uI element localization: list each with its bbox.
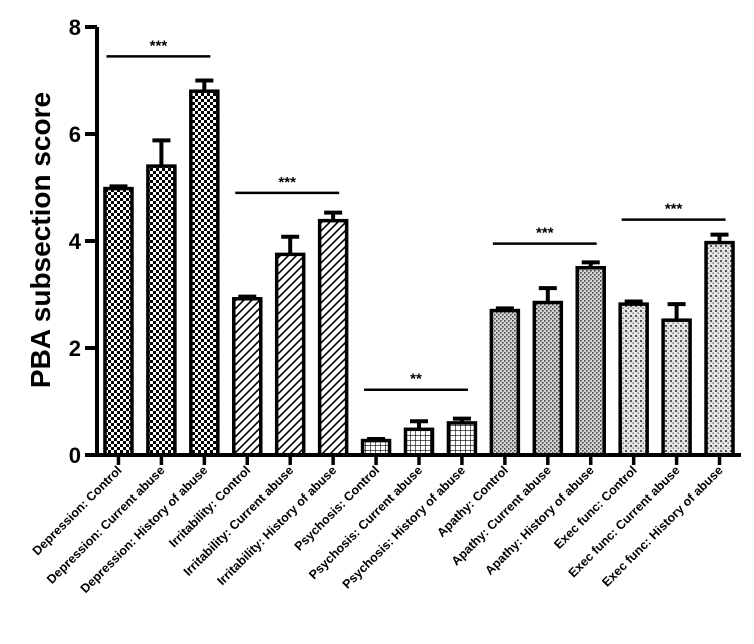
bar bbox=[532, 300, 564, 457]
significance-label: *** bbox=[536, 225, 554, 242]
y-axis-title: PBA subsection score bbox=[25, 92, 56, 388]
bar bbox=[403, 427, 435, 457]
bar bbox=[661, 318, 692, 457]
y-tick-label: 2 bbox=[69, 336, 81, 361]
significance-label: *** bbox=[150, 37, 168, 54]
y-axis: 0 2 4 6 8 bbox=[69, 15, 99, 468]
bar bbox=[704, 240, 735, 457]
bar bbox=[575, 266, 606, 457]
significance-label: *** bbox=[278, 174, 296, 191]
significance-markers: ************** bbox=[106, 37, 726, 391]
x-tick-label: Exec func: Control bbox=[551, 463, 639, 551]
significance-label: *** bbox=[665, 201, 683, 218]
bar bbox=[103, 186, 134, 457]
bars bbox=[103, 89, 735, 457]
bar bbox=[189, 89, 220, 457]
significance-label: ** bbox=[410, 371, 422, 388]
bar bbox=[446, 421, 478, 457]
bar bbox=[317, 218, 349, 457]
y-tick-label: 4 bbox=[69, 229, 82, 254]
y-tick-label: 8 bbox=[69, 15, 81, 40]
bar bbox=[232, 297, 263, 457]
error-bars bbox=[109, 78, 729, 441]
bar bbox=[489, 308, 521, 457]
y-tick-label: 6 bbox=[69, 122, 81, 147]
y-tick-label: 0 bbox=[69, 443, 81, 468]
bar bbox=[146, 164, 177, 457]
bar bbox=[618, 302, 649, 457]
x-tick-label: Irritability: Control bbox=[166, 463, 253, 550]
bar bbox=[360, 438, 392, 457]
bar bbox=[274, 252, 306, 457]
